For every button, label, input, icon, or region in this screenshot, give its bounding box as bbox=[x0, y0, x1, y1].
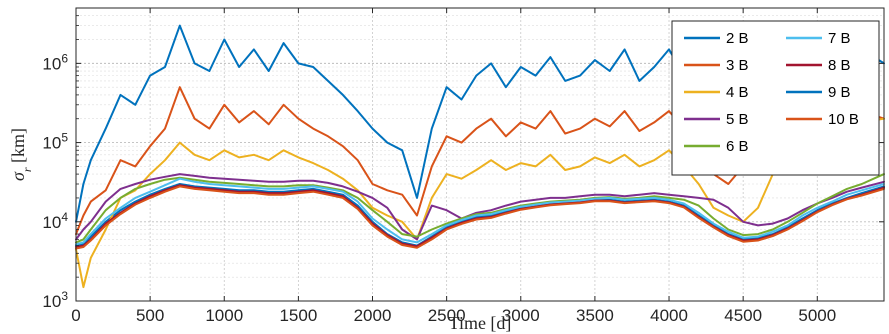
x-tick-label: 2000 bbox=[354, 306, 392, 325]
x-axis-label: Time [d] bbox=[449, 313, 512, 333]
x-tick-label: 4000 bbox=[650, 306, 688, 325]
legend-label: 3 B bbox=[726, 57, 749, 74]
legend-label: 2 B bbox=[726, 30, 749, 47]
series-line-10-b bbox=[75, 185, 885, 250]
series-line-2-b bbox=[75, 183, 885, 247]
y-axis-label: σr [km] bbox=[8, 128, 34, 181]
y-tick-label: 106 bbox=[42, 51, 68, 73]
series-line-7-b bbox=[75, 177, 885, 246]
x-tick-label: 0 bbox=[71, 306, 80, 325]
series-line-6-b bbox=[75, 173, 885, 244]
legend-label: 4 B bbox=[726, 84, 749, 101]
y-tick-label: 105 bbox=[42, 131, 68, 153]
legend-label: 10 B bbox=[828, 111, 859, 128]
y-tick-label: 104 bbox=[42, 210, 68, 232]
x-tick-label: 4500 bbox=[724, 306, 762, 325]
x-tick-label: 500 bbox=[136, 306, 164, 325]
legend-label: 7 B bbox=[828, 30, 851, 47]
x-tick-label: 1000 bbox=[205, 306, 243, 325]
y-tick-label: 103 bbox=[42, 289, 68, 311]
legend-label: 6 B bbox=[726, 138, 749, 155]
legend-label: 5 B bbox=[726, 111, 749, 128]
legend-box bbox=[671, 20, 880, 176]
series-line-8-b bbox=[75, 184, 885, 248]
x-tick-label: 1500 bbox=[279, 306, 317, 325]
legend-label: 9 B bbox=[828, 84, 851, 101]
legend-label: 8 B bbox=[828, 57, 851, 74]
legend: 2 B 3 B 4 B 5 B 6 B 7 B 8 B 9 B 10 B bbox=[671, 20, 880, 176]
x-tick-label: 3000 bbox=[502, 306, 540, 325]
x-tick-label: 5000 bbox=[798, 306, 836, 325]
axis-ticks: 0 500 1000 1500 2000 2500 3000 3500 4000 4500 5000… bbox=[42, 7, 884, 325]
x-tick-label: 3500 bbox=[576, 306, 614, 325]
x-tick-label: 2500 bbox=[428, 306, 466, 325]
